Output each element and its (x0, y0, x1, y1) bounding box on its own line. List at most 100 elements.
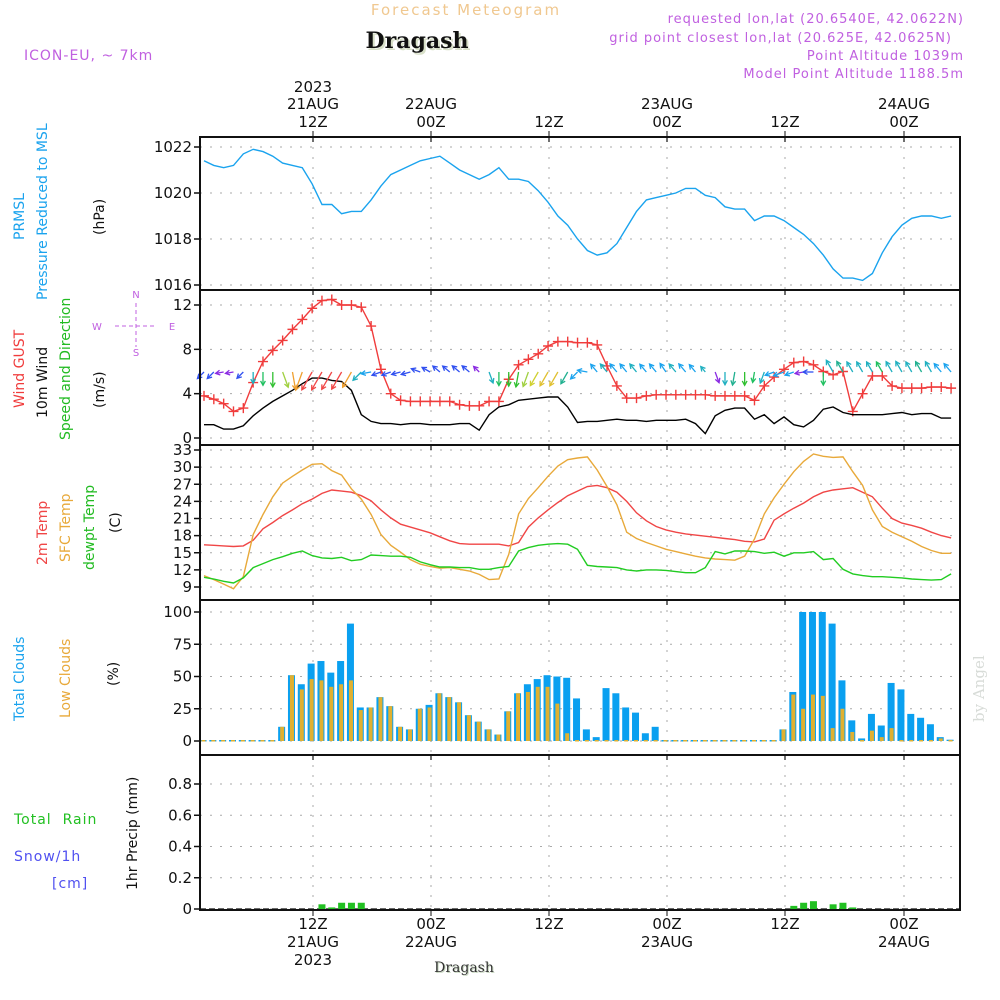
low-clouds-bar (801, 708, 806, 741)
gust-marker (729, 390, 740, 401)
low-clouds-bar (289, 675, 294, 741)
total-clouds-bar (563, 677, 571, 741)
top-axis-year: 2023 (294, 78, 332, 96)
wind-arrow-shaft (301, 371, 313, 391)
wind-arrow-head (772, 371, 779, 378)
gust-marker (877, 370, 888, 381)
wind-arrow-shaft (714, 371, 720, 383)
wind-arrow-head (856, 360, 862, 367)
wind-arrow-head (820, 380, 827, 387)
wind-arrow (875, 360, 883, 373)
low-clouds-bar (742, 740, 747, 742)
gust-marker (552, 336, 563, 347)
wind-arrow (648, 363, 657, 373)
wind-arrow (677, 362, 687, 373)
wind-arrow-shaft (488, 371, 494, 384)
wind-arrow (569, 371, 578, 380)
wind-arrow (885, 360, 893, 373)
wind-arrow-shaft (866, 361, 874, 373)
gust-marker (621, 393, 632, 404)
wind-arrow (282, 371, 290, 389)
wind-arrow-head (331, 384, 337, 391)
low-clouds-bar (840, 708, 845, 741)
pressure-label-full: Pressure Reduced to MSL (35, 123, 51, 300)
low-clouds-bar (683, 740, 688, 742)
wind-arrow (441, 365, 451, 373)
total-clouds-label: Total Clouds (12, 637, 28, 722)
total-rain-label: Total Rain (13, 812, 97, 828)
wind-arrow-shaft (311, 371, 323, 391)
total-clouds-bar (582, 729, 590, 741)
gust-marker (808, 359, 819, 370)
wind-arrow-shaft (411, 368, 421, 373)
wind-arrow-shaft (461, 365, 470, 373)
wind-arrow-head (521, 381, 528, 388)
gust-marker (523, 354, 534, 365)
wind-arrow (895, 360, 903, 373)
bottom-axis-date: 24AUG (878, 933, 930, 951)
gust-marker (631, 393, 642, 404)
wind-arrow-head (269, 382, 276, 389)
y-tick-label: 12 (173, 561, 192, 579)
wind-arrow-head (321, 384, 327, 391)
wind-arrow-shaft (282, 371, 289, 388)
gust-marker (307, 303, 318, 314)
y-tick-label: 1016 (154, 276, 192, 294)
low-clouds-bar (260, 740, 265, 742)
gust-marker (887, 380, 898, 391)
gust-marker (277, 335, 288, 346)
wind-arrow-shaft (236, 371, 244, 379)
top-axis-date: 21AUG (287, 95, 339, 113)
y-tick-label: 0 (182, 900, 192, 918)
wind-arrow (629, 363, 638, 373)
gust-marker (926, 382, 937, 393)
footer-location-shadow: Dragash (435, 961, 495, 977)
wind-arrow-shaft (731, 371, 736, 386)
y-tick-label: 0.2 (168, 869, 192, 887)
top-axis-hour: 00Z (416, 113, 445, 131)
y-tick-label: 24 (173, 492, 192, 510)
wind-arrow-shaft (668, 363, 677, 373)
low-clouds-bar (938, 738, 943, 741)
total-clouds-bar (602, 688, 610, 741)
wind-arrow-head (924, 360, 931, 367)
cloud-labels: Total Clouds Low Clouds (%) (12, 637, 122, 722)
wind-arrow-shaft (225, 371, 234, 375)
wind-arrow-head (410, 367, 417, 373)
low-clouds-bar (594, 740, 599, 742)
y-tick-label: 0.6 (168, 806, 192, 824)
wind-arrow-head (699, 365, 706, 372)
low-clouds-bar (879, 737, 884, 741)
y-tick-label: 1018 (154, 230, 192, 248)
total-clouds-bar (641, 733, 649, 741)
wind-arrow-shaft (688, 364, 696, 373)
wind-arrow-shaft (549, 371, 559, 387)
clouds-unit: (%) (106, 662, 122, 686)
pressure-unit: (hPa) (92, 199, 108, 235)
wind-arrow (576, 368, 588, 374)
wind-arrow (589, 363, 598, 373)
panel-frame (199, 136, 961, 291)
low-clouds-bar (948, 740, 953, 742)
low-clouds-bar (319, 680, 324, 741)
wind-arrow (260, 372, 266, 387)
wind-arrow (905, 360, 913, 373)
y-tick-label: 18 (173, 527, 192, 545)
pressure-labels: PRMSL Pressure Reduced to MSL (hPa) (12, 123, 108, 300)
wind-arrow-head (390, 370, 397, 377)
top-axis-hour: 00Z (652, 113, 681, 131)
wind-arrow-head (301, 384, 307, 391)
wind-arrow-shaft (836, 361, 844, 373)
wind-arrow (801, 369, 814, 375)
gust-marker (857, 388, 868, 399)
wind-arrow-shaft (401, 371, 411, 376)
wind-arrow-head (513, 382, 520, 389)
total-clouds-bar (622, 707, 630, 741)
wind-arrow (741, 372, 748, 387)
wind-arrow-shaft (206, 371, 215, 379)
low-clouds-bar (211, 740, 216, 742)
gust-marker (641, 390, 652, 401)
low-clouds-bar (476, 721, 481, 741)
low-clouds-bar (909, 740, 914, 742)
